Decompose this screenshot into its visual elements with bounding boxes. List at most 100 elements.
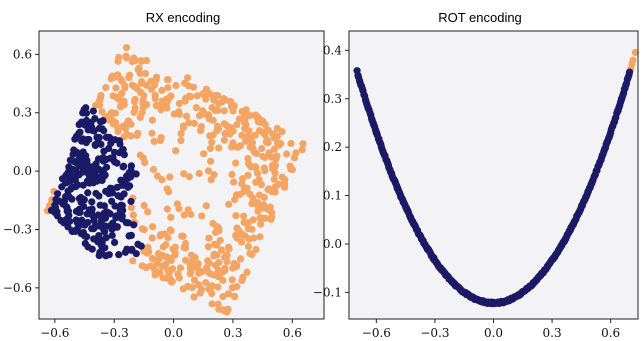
rx-navy-point bbox=[132, 170, 140, 178]
rx-orange-point bbox=[184, 282, 192, 291]
rx-orange-point bbox=[150, 81, 159, 89]
rx-navy-point bbox=[59, 200, 67, 208]
rx-navy-point bbox=[106, 210, 114, 218]
rx-orange-point bbox=[130, 54, 138, 62]
rx-orange-point bbox=[205, 285, 213, 293]
rx-orange-point bbox=[149, 165, 158, 174]
rx-orange-point bbox=[246, 249, 254, 258]
rot-x-tick-label: 0.6 bbox=[601, 326, 620, 340]
rx-orange-point bbox=[248, 199, 256, 208]
rx-orange-point bbox=[283, 150, 291, 158]
rx-orange-point bbox=[232, 262, 241, 271]
rx-orange-point bbox=[236, 142, 244, 150]
rx-orange-point bbox=[216, 236, 224, 245]
rx-orange-point bbox=[211, 240, 219, 248]
rx-orange-point bbox=[215, 226, 223, 235]
rx-orange-point bbox=[142, 263, 150, 272]
rx-orange-point bbox=[261, 214, 269, 222]
rx-navy-point bbox=[82, 109, 91, 117]
rx-orange-point bbox=[264, 205, 272, 213]
rx-orange-point bbox=[156, 269, 164, 277]
rx-orange-point bbox=[92, 101, 100, 109]
rx-orange-point bbox=[215, 100, 223, 108]
rx-orange-point bbox=[187, 210, 195, 218]
rot-points-layer bbox=[353, 48, 639, 308]
rx-orange-point bbox=[246, 190, 254, 198]
rot-y-tick-label: 0.1 bbox=[323, 189, 342, 203]
rx-orange-point bbox=[144, 208, 152, 216]
rx-orange-point bbox=[231, 195, 239, 204]
rot-orange-point bbox=[631, 48, 639, 57]
rx-orange-point bbox=[204, 89, 212, 97]
rx-orange-point bbox=[128, 81, 136, 89]
rx-navy-point bbox=[117, 176, 125, 184]
rx-orange-point bbox=[197, 122, 205, 131]
rx-orange-point bbox=[121, 125, 130, 133]
rx-navy-point bbox=[113, 159, 121, 167]
rx-orange-point bbox=[115, 53, 123, 62]
rx-orange-point bbox=[202, 95, 210, 103]
rx-navy-point bbox=[76, 128, 84, 136]
rx-orange-point bbox=[176, 264, 185, 272]
rx-navy-point bbox=[98, 215, 106, 223]
rx-x-tick-label: 0.3 bbox=[223, 326, 242, 340]
rx-navy-point bbox=[100, 147, 108, 155]
rx-orange-point bbox=[195, 169, 203, 178]
rx-orange-point bbox=[228, 284, 237, 292]
rx-orange-point bbox=[131, 95, 139, 104]
rx-orange-point bbox=[280, 182, 289, 190]
rx-orange-point bbox=[120, 97, 128, 106]
rx-orange-point bbox=[105, 116, 113, 124]
rx-orange-point bbox=[118, 89, 126, 98]
rx-navy-point bbox=[66, 217, 74, 225]
rx-navy-point bbox=[93, 173, 101, 181]
rx-navy-point bbox=[137, 242, 145, 250]
rx-orange-point bbox=[180, 244, 188, 252]
rx-orange-point bbox=[270, 175, 278, 183]
rx-orange-point bbox=[125, 73, 133, 82]
rot-y-tick-label: −0.1 bbox=[313, 285, 342, 299]
rx-orange-point bbox=[210, 171, 218, 179]
rx-navy-point bbox=[75, 154, 83, 162]
rx-orange-point bbox=[200, 150, 208, 158]
rx-orange-point bbox=[238, 131, 246, 139]
rx-orange-point bbox=[214, 283, 222, 291]
rx-navy-point bbox=[82, 104, 90, 112]
rx-navy-point bbox=[53, 190, 62, 198]
rx-orange-point bbox=[214, 124, 223, 133]
rx-orange-point bbox=[129, 211, 137, 219]
rx-navy-point bbox=[115, 251, 123, 259]
rx-orange-point bbox=[175, 110, 183, 118]
rx-orange-point bbox=[278, 128, 286, 136]
rx-orange-point bbox=[244, 171, 252, 179]
rx-orange-point bbox=[158, 86, 166, 95]
rx-orange-point bbox=[249, 216, 257, 224]
rx-orange-point bbox=[183, 112, 191, 120]
rx-orange-point bbox=[210, 271, 218, 279]
rx-orange-point bbox=[219, 293, 227, 301]
rx-orange-point bbox=[251, 131, 259, 139]
rx-orange-point bbox=[166, 226, 174, 234]
rx-orange-point bbox=[167, 213, 175, 221]
rx-navy-point bbox=[108, 197, 116, 205]
rx-orange-point bbox=[236, 255, 245, 263]
rx-orange-point bbox=[257, 181, 266, 189]
rx-orange-point bbox=[180, 211, 188, 219]
rx-navy-point bbox=[118, 215, 126, 223]
rx-orange-point bbox=[250, 148, 258, 156]
rx-orange-point bbox=[172, 147, 180, 155]
rx-navy-point bbox=[108, 184, 116, 193]
rx-orange-point bbox=[246, 112, 254, 120]
rx-orange-point bbox=[185, 92, 193, 100]
rx-orange-point bbox=[228, 276, 236, 284]
rx-orange-point bbox=[220, 253, 229, 261]
rx-orange-point bbox=[187, 269, 195, 277]
rx-navy-point bbox=[67, 185, 75, 193]
rx-orange-point bbox=[206, 157, 215, 165]
rx-navy-point bbox=[102, 187, 110, 195]
rot-y-tick-label: 0.2 bbox=[323, 140, 342, 154]
rx-orange-point bbox=[163, 253, 171, 261]
rx-orange-point bbox=[248, 139, 257, 147]
rx-orange-point bbox=[152, 73, 161, 81]
rx-orange-point bbox=[97, 91, 105, 99]
